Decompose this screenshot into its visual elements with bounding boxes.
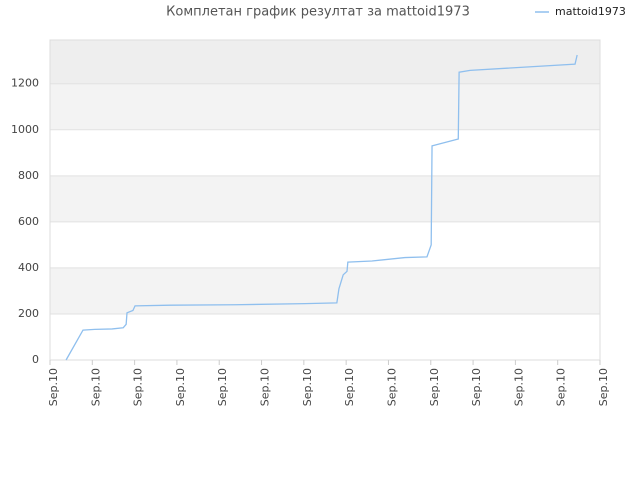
x-tick-label: Sep.10: [597, 368, 610, 406]
data-line: [65, 54, 578, 361]
plot-border: [49, 39, 601, 361]
plot-band: [50, 267, 600, 314]
y-tick-label: 600: [18, 215, 39, 228]
y-tick-label: 0: [32, 353, 39, 366]
x-tick-label: Sep.10: [47, 368, 60, 406]
x-tick-label: Sep.10: [89, 368, 102, 406]
y-tick-label: 200: [18, 307, 39, 320]
chart-title: Комплетан график резултат за mattoid1973: [166, 5, 470, 20]
plot-band: [50, 313, 600, 360]
x-tick-label: Sep.10: [174, 368, 187, 406]
y-tick-label: 800: [18, 169, 39, 182]
x-tick-label: Sep.10: [132, 368, 145, 406]
plot-band: [50, 175, 600, 222]
x-tick-label: Sep.10: [470, 368, 483, 406]
x-tick-label: Sep.10: [301, 368, 314, 406]
x-tick-label: Sep.10: [216, 368, 229, 406]
x-tick-label: Sep.10: [428, 368, 441, 406]
plot-band: [50, 40, 600, 84]
x-tick-label: Sep.10: [512, 368, 525, 406]
legend-label: mattoid1973: [555, 5, 626, 18]
x-tick-label: Sep.10: [555, 368, 568, 406]
plot-band: [50, 129, 600, 176]
y-tick-label: 1200: [11, 77, 39, 90]
plot-band: [50, 83, 600, 130]
x-tick-label: Sep.10: [343, 368, 356, 406]
x-tick-label: Sep.10: [259, 368, 272, 406]
plot-band: [50, 221, 600, 268]
y-tick-label: 1000: [11, 123, 39, 136]
x-tick-label: Sep.10: [385, 368, 398, 406]
y-tick-label: 400: [18, 261, 39, 274]
plot-background: [50, 40, 600, 360]
